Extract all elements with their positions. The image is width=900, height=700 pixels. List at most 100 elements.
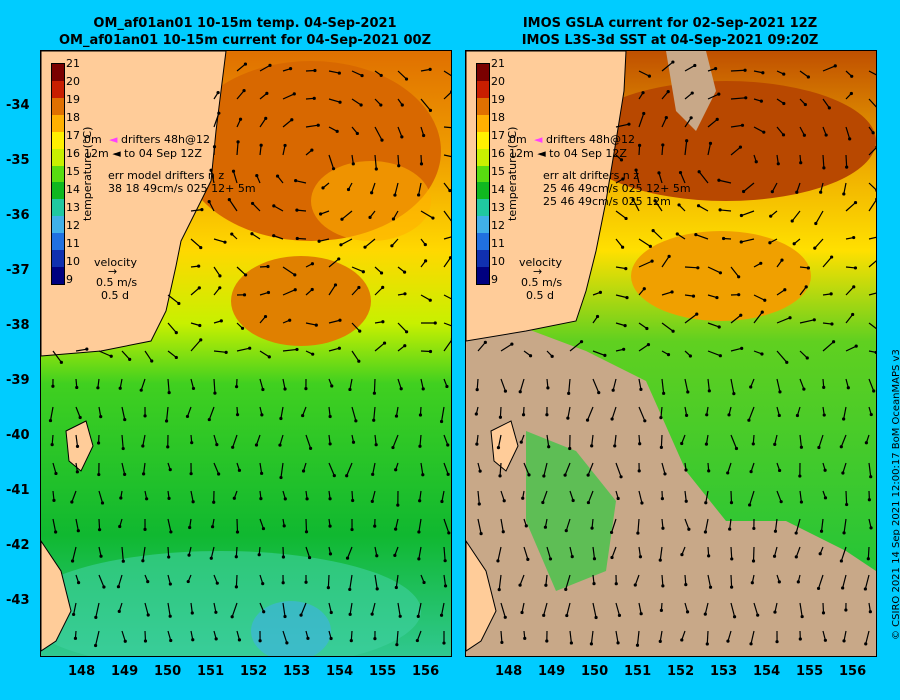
current-arrow-head: [658, 558, 662, 562]
current-arrow-head: [501, 530, 505, 534]
current-arrow: [259, 462, 263, 474]
current-arrow: [815, 210, 824, 224]
current-arrow-head: [631, 197, 635, 202]
current-arrow-head: [328, 524, 332, 528]
current-arrow-head: [288, 318, 292, 322]
current-arrow-head: [546, 386, 550, 390]
current-arrow: [318, 238, 330, 242]
current-arrow-head: [234, 385, 239, 389]
current-arrow: [867, 546, 870, 559]
current-arrow-head: [351, 498, 355, 503]
current-arrow: [190, 339, 202, 352]
colorbar-swatch: [52, 250, 64, 268]
current-arrow-head: [191, 638, 195, 642]
current-arrow-head: [806, 75, 810, 79]
current-arrow-head: [782, 72, 786, 76]
current-arrow-head: [349, 638, 353, 643]
current-arrow: [587, 462, 594, 476]
current-arrow: [282, 378, 286, 390]
current-arrow-head: [637, 469, 641, 473]
current-arrow-head: [372, 391, 376, 395]
current-arrow-head: [822, 413, 826, 417]
current-arrow: [776, 378, 781, 392]
lat-tick-label: -40: [6, 428, 30, 443]
current-arrow-head: [363, 245, 367, 249]
current-arrow-head: [812, 318, 816, 322]
current-arrow-head: [498, 415, 503, 419]
current-arrow-head: [663, 472, 667, 476]
current-arrow-head: [636, 531, 640, 535]
current-arrow-head: [833, 64, 837, 68]
lat-tick-label: -43: [6, 593, 30, 608]
current-arrow: [351, 70, 363, 77]
current-arrow-head: [338, 318, 342, 322]
current-arrow-head: [370, 191, 374, 195]
current-arrow-head: [732, 391, 736, 396]
warm-patch: [311, 161, 431, 241]
current-arrow: [351, 287, 360, 296]
current-arrow-head: [545, 413, 549, 417]
current-arrows: [48, 62, 451, 648]
colorbar-swatch: [477, 80, 489, 98]
lon-tick-label: 152: [240, 664, 268, 679]
current-arrow-head: [770, 190, 774, 194]
current-arrow-head: [477, 502, 481, 506]
current-arrow-head: [688, 354, 692, 358]
current-arrow: [232, 171, 238, 184]
current-arrow-head: [761, 71, 765, 75]
current-arrow-head: [141, 444, 145, 448]
current-arrow: [282, 348, 298, 352]
current-arrow-head: [830, 255, 834, 259]
current-arrow: [638, 378, 642, 390]
current-arrow: [52, 462, 57, 474]
current-arrow: [213, 350, 227, 353]
colorbar-swatch: [52, 97, 64, 115]
current-arrow-head: [150, 359, 154, 363]
colorbar-swatch: [477, 182, 489, 200]
current-arrow-head: [814, 221, 818, 226]
current-arrow-head: [198, 323, 202, 328]
current-arrow-head: [329, 636, 333, 641]
current-arrow-head: [613, 444, 617, 448]
current-arrow-head: [717, 92, 721, 96]
current-arrow-head: [785, 360, 789, 364]
current-arrow: [167, 322, 177, 334]
current-arrow-head: [759, 99, 764, 103]
current-arrow-head: [772, 554, 777, 558]
current-arrow-head: [687, 527, 691, 531]
current-arrow-head: [704, 442, 709, 446]
current-arrow-head: [748, 503, 752, 507]
current-arrow: [305, 518, 308, 532]
current-arrow: [419, 434, 422, 447]
current-arrow-head: [278, 443, 282, 447]
current-arrow: [638, 70, 650, 77]
current-arrow-head: [346, 187, 351, 192]
current-arrow-head: [424, 259, 428, 263]
current-arrow: [252, 203, 261, 212]
current-arrow: [698, 171, 709, 184]
current-arrow-head: [419, 162, 424, 166]
lon-tick-label: 149: [538, 664, 566, 679]
current-arrow: [419, 490, 422, 501]
current-arrow-head: [118, 386, 122, 390]
current-arrow-head: [738, 145, 743, 149]
current-arrow-head: [777, 580, 781, 584]
current-arrow-head: [824, 133, 828, 137]
current-arrow-head: [819, 529, 824, 533]
current-arrow-head: [805, 356, 809, 360]
current-arrow-head: [768, 241, 772, 245]
current-arrow: [443, 236, 451, 240]
current-arrow: [661, 61, 674, 72]
current-arrow-head: [359, 103, 363, 107]
current-arrow-head: [544, 583, 548, 587]
current-arrow-head: [769, 214, 773, 218]
current-arrow-head: [169, 638, 173, 643]
current-arrow-head: [680, 553, 684, 557]
current-arrow: [443, 518, 450, 534]
current-arrow-head: [806, 266, 810, 270]
current-arrow-head: [747, 418, 751, 422]
current-arrow: [186, 406, 192, 417]
current-arrow-head: [75, 470, 79, 474]
current-arrow: [730, 434, 738, 449]
current-arrow-head: [705, 642, 709, 646]
